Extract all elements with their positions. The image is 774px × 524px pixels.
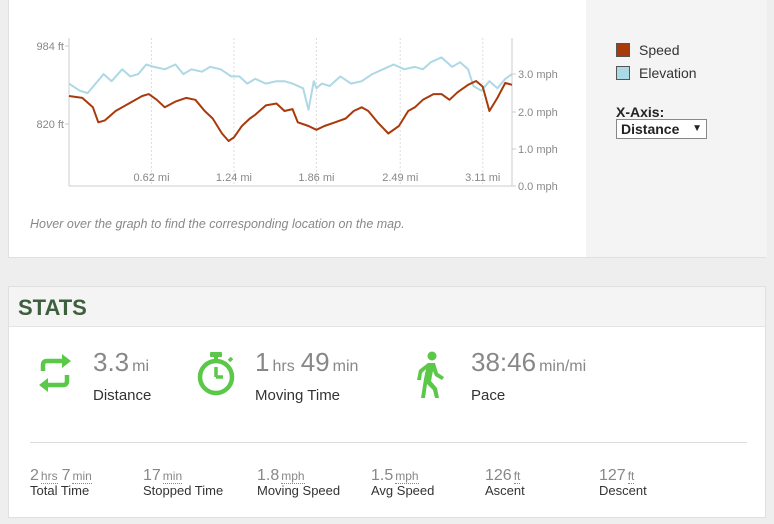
pace-unit: min/mi	[539, 358, 587, 375]
moving-hours-unit: hrs	[272, 358, 295, 375]
stats-card: STATS 3.3 mi Distance	[8, 286, 766, 518]
y-right-tick-label: 1.0 mph	[518, 144, 558, 156]
stat-distance-label: Distance	[93, 387, 152, 404]
stat-moving-time-label: Moving Time	[255, 387, 341, 404]
stat-avg-speed: 1.5 mph Avg Speed	[371, 467, 434, 498]
ascent-unit: ft	[513, 469, 521, 484]
stats-title: STATS	[18, 295, 87, 320]
stats-header	[9, 287, 765, 327]
x-axis-label: X-Axis:	[616, 104, 665, 120]
total-time-label: Total Time	[30, 483, 90, 498]
avg-speed-unit: mph	[395, 469, 419, 484]
y-left-tick-label: 984 ft	[36, 41, 64, 53]
swap-arrows-icon	[37, 351, 73, 400]
y-right-tick-label: 0.0 mph	[518, 181, 558, 193]
legend-item-elevation[interactable]: Elevation	[616, 61, 697, 84]
x-axis-select[interactable]: Distance ▼	[616, 119, 707, 139]
moving-speed-label: Moving Speed	[257, 483, 341, 498]
x-axis-selected-value: Distance	[621, 121, 680, 137]
stat-moving-speed: 1.8 mph Moving Speed	[257, 467, 340, 498]
descent-number: 127	[599, 467, 626, 484]
distance-number: 3.3	[93, 347, 130, 377]
elevation-swatch	[616, 65, 630, 80]
descent-label: Descent	[599, 483, 647, 498]
stopped-number: 17	[143, 467, 161, 484]
moving-minutes-number: 49	[300, 347, 330, 377]
total-minutes-unit: min	[72, 469, 92, 484]
stopped-unit: min	[162, 469, 183, 484]
stat-moving-time-value: 1 hrs 49 min	[255, 347, 364, 378]
distance-unit: mi	[132, 358, 150, 375]
dropdown-arrow-icon: ▼	[692, 123, 702, 134]
ascent-number: 126	[485, 467, 512, 484]
legend-label-speed: Speed	[639, 41, 680, 58]
ascent-label: Ascent	[485, 483, 525, 498]
stopped-time-label: Stopped Time	[143, 483, 224, 498]
total-hours-unit: hrs	[40, 469, 58, 484]
pace-number: 38:46	[471, 347, 537, 377]
avg-speed-number: 1.5	[371, 467, 394, 484]
y-left-tick-label: 820 ft	[36, 119, 64, 131]
stat-stopped-time: 17 min Stopped Time	[143, 467, 223, 498]
legend-label-elevation: Elevation	[639, 64, 697, 81]
moving-speed-number: 1.8	[257, 467, 280, 484]
x-tick-label: 0.62 mi	[133, 172, 169, 184]
stat-descent: 127 ft Descent	[599, 467, 647, 498]
speed-swatch	[616, 42, 630, 57]
x-tick-label: 3.11 mi	[465, 172, 500, 184]
moving-minutes-unit: min	[332, 358, 359, 375]
x-tick-label: 2.49 mi	[382, 172, 418, 184]
y-right-tick-label: 3.0 mph	[518, 69, 558, 81]
elevation-series-line	[68, 56, 513, 111]
stat-total-time: 2 hrs 7 min Total Time	[30, 467, 96, 498]
stat-pace-label: Pace	[471, 387, 506, 404]
stat-pace-value: 38:46 min/mi	[471, 347, 592, 378]
moving-speed-unit: mph	[281, 469, 305, 484]
hover-hint: Hover over the graph to find the corresp…	[30, 217, 405, 231]
chart-plot[interactable]: 0.62 mi 1.24 mi 1.86 mi 2.49 mi 3.11 mi 984 f…	[9, 0, 586, 210]
total-hours-number: 2	[30, 467, 39, 484]
x-tick-label: 1.86 mi	[298, 172, 334, 184]
stat-distance-value: 3.3 mi	[93, 347, 155, 378]
speed-series-line	[68, 80, 513, 142]
walker-icon	[415, 351, 449, 404]
y-right-tick-label: 2.0 mph	[518, 107, 558, 119]
descent-unit: ft	[627, 469, 635, 484]
stopwatch-icon	[195, 351, 237, 402]
x-tick-label: 1.24 mi	[216, 172, 252, 184]
chart-area[interactable]: 0.62 mi 1.24 mi 1.86 mi 2.49 mi 3.11 mi 984 f…	[9, 0, 586, 257]
avg-speed-label: Avg Speed	[371, 483, 435, 498]
elevation-speed-chart-card: 0.62 mi 1.24 mi 1.86 mi 2.49 mi 3.11 mi 984 f…	[8, 0, 767, 258]
chart-legend: Speed Elevation	[616, 38, 697, 84]
stat-ascent: 126 ft Ascent	[485, 467, 525, 498]
total-minutes-number: 7	[61, 467, 71, 484]
legend-item-speed[interactable]: Speed	[616, 38, 697, 61]
stats-divider	[30, 442, 747, 443]
moving-hours-number: 1	[255, 347, 270, 377]
